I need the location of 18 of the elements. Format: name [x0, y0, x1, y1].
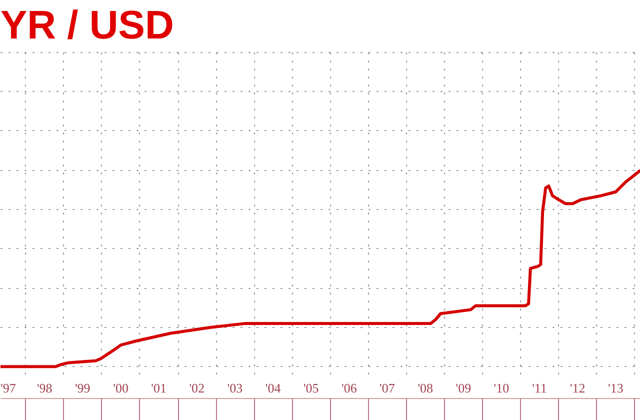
x-tick-label: '99	[74, 380, 90, 396]
x-tick-label: '03	[227, 380, 243, 396]
x-tick-label: '12	[570, 380, 586, 396]
x-tick-label: '09	[456, 380, 472, 396]
x-tick-label: '00	[113, 380, 128, 396]
x-tick-label: '02	[189, 380, 205, 396]
x-tick-label: '13	[608, 380, 624, 396]
x-tick-label: '98	[36, 380, 52, 396]
x-tick-label: '10	[494, 380, 510, 396]
x-tick-label: '11	[532, 380, 547, 396]
x-tick-label: '05	[303, 380, 319, 396]
x-tick-label: '97	[0, 380, 16, 396]
x-tick-label: '07	[380, 380, 396, 396]
x-tick-label: '01	[151, 380, 167, 396]
x-tick-label: '04	[265, 380, 282, 396]
x-tick-label: '06	[341, 380, 358, 396]
x-tick-label: '08	[418, 380, 434, 396]
chart-title: YR / USD	[0, 4, 174, 48]
